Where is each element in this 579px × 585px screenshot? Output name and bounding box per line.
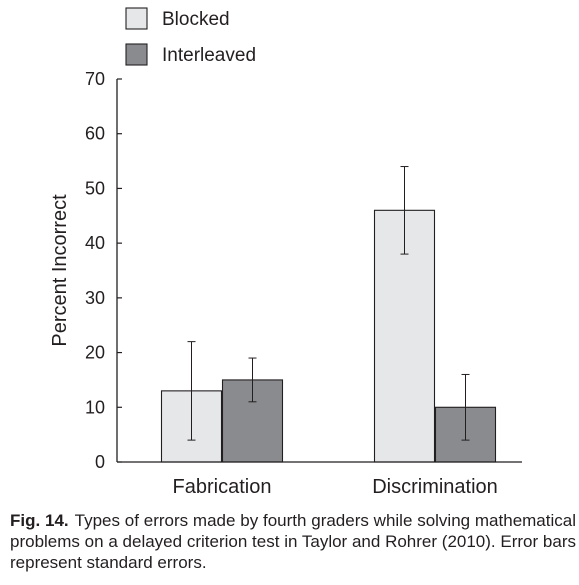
legend-label-interleaved: Interleaved (162, 45, 256, 66)
y-axis: 0 10 20 30 40 50 60 70 Percent Incorrect (49, 69, 122, 472)
y-tick-label: 20 (85, 343, 105, 363)
y-tick-label: 0 (95, 452, 105, 472)
legend-swatch-blocked (125, 7, 148, 30)
y-tick-label: 70 (85, 69, 105, 89)
caption-text: Types of errors made by fourth graders w… (10, 511, 576, 572)
x-category-label: Discrimination (372, 476, 498, 498)
y-tick-label: 50 (85, 178, 105, 198)
bars (160, 166, 497, 463)
x-category-label: Fabrication (173, 476, 272, 498)
legend: Blocked Interleaved (125, 7, 256, 66)
y-tick-label: 40 (85, 233, 105, 253)
legend-label-blocked: Blocked (162, 9, 230, 30)
y-axis-title: Percent Incorrect (49, 194, 71, 347)
figure-label: Fig. 14. (10, 511, 69, 530)
chart: Blocked Interleaved 0 10 20 30 40 50 60 70 Percen… (49, 7, 522, 498)
y-tick-label: 60 (85, 124, 105, 144)
y-tick-label: 30 (85, 288, 105, 308)
legend-swatch-interleaved (125, 43, 148, 66)
x-axis: Fabrication Discrimination (117, 461, 522, 498)
y-tick-label: 10 (85, 397, 105, 417)
figure-caption: Fig. 14. Types of errors made by fourth g… (10, 510, 576, 573)
